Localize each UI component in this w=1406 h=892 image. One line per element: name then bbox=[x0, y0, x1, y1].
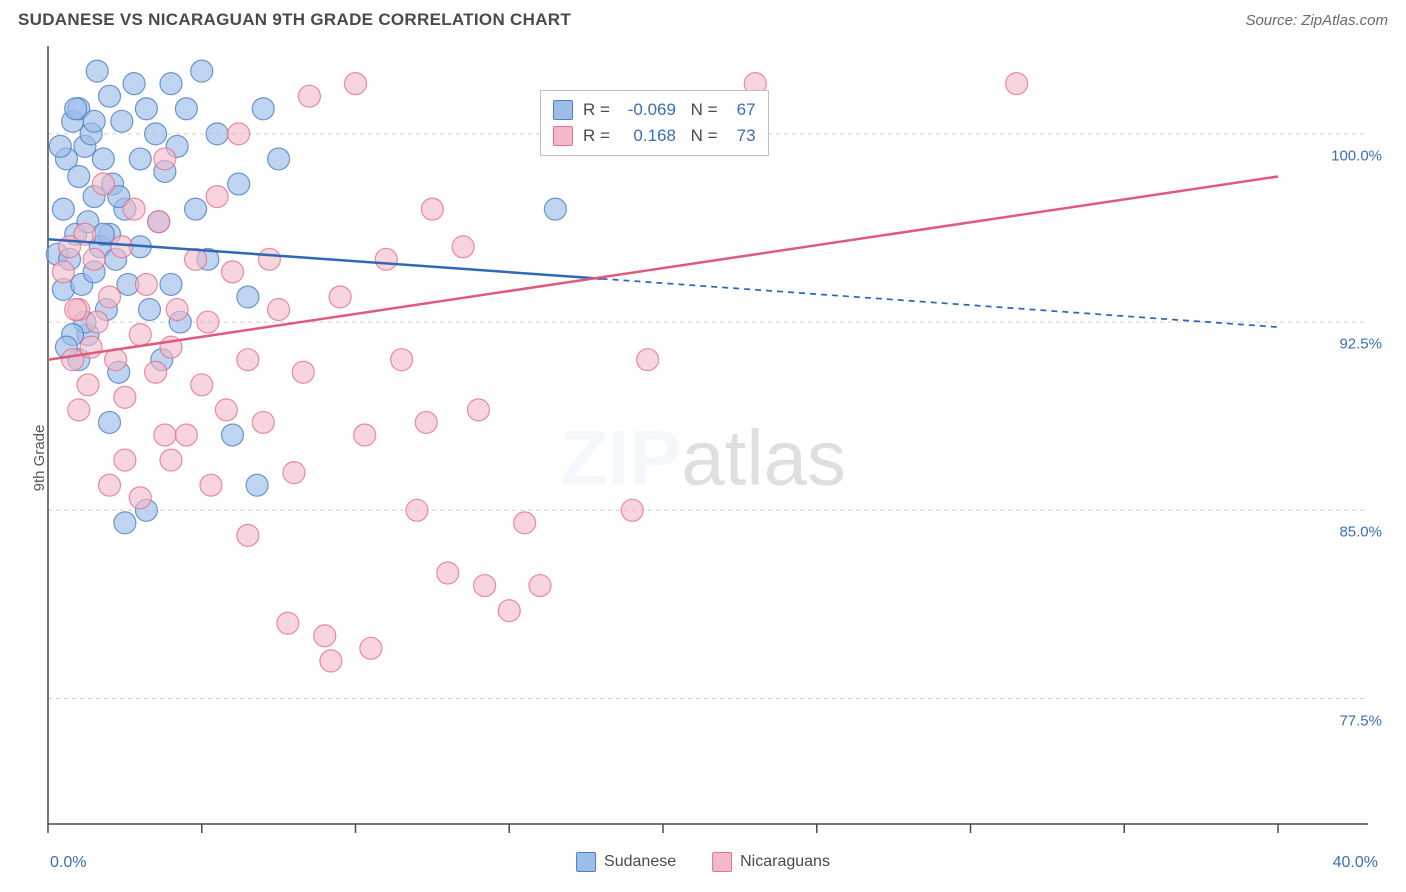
x-axis-min: 0.0% bbox=[50, 854, 86, 872]
y-tick-label: 85.0% bbox=[1339, 524, 1382, 541]
legend-label: Nicaraguans bbox=[740, 853, 830, 871]
source-label: Source: ZipAtlas.com bbox=[1245, 12, 1388, 29]
stat-r-value: -0.069 bbox=[620, 97, 676, 123]
y-tick-label: 100.0% bbox=[1331, 147, 1382, 164]
stat-row: R = -0.069 N = 67 bbox=[553, 97, 756, 123]
chart-title: SUDANESE VS NICARAGUAN 9TH GRADE CORRELA… bbox=[18, 10, 571, 30]
y-axis-label: 9th Grade bbox=[31, 425, 48, 492]
stat-r-label: R = bbox=[583, 123, 610, 149]
scatter-plot bbox=[0, 38, 1406, 858]
legend-label: Sudanese bbox=[604, 853, 676, 871]
stat-r-label: R = bbox=[583, 97, 610, 123]
legend-item: Nicaraguans bbox=[712, 852, 830, 872]
y-tick-label: 77.5% bbox=[1339, 712, 1382, 729]
stat-n-label: N = bbox=[686, 123, 718, 149]
stat-n-value: 67 bbox=[728, 97, 756, 123]
stat-r-value: 0.168 bbox=[620, 123, 676, 149]
legend-swatch bbox=[712, 852, 732, 872]
chart-area: 9th Grade ZIPatlas R =-0.069 N =67R =0.1… bbox=[0, 38, 1406, 878]
correlation-stats-box: R = -0.069 N = 67 R = 0.168 N = 73 bbox=[540, 90, 769, 156]
stat-swatch bbox=[553, 100, 573, 120]
header: SUDANESE VS NICARAGUAN 9TH GRADE CORRELA… bbox=[0, 0, 1406, 38]
stat-row: R = 0.168 N = 73 bbox=[553, 123, 756, 149]
legend-item: Sudanese bbox=[576, 852, 676, 872]
bottom-legend: Sudanese Nicaraguans bbox=[576, 852, 830, 872]
y-tick-label: 92.5% bbox=[1339, 336, 1382, 353]
legend-swatch bbox=[576, 852, 596, 872]
stat-n-label: N = bbox=[686, 97, 718, 123]
stat-n-value: 73 bbox=[728, 123, 756, 149]
stat-swatch bbox=[553, 126, 573, 146]
x-axis-max: 40.0% bbox=[1333, 854, 1378, 872]
